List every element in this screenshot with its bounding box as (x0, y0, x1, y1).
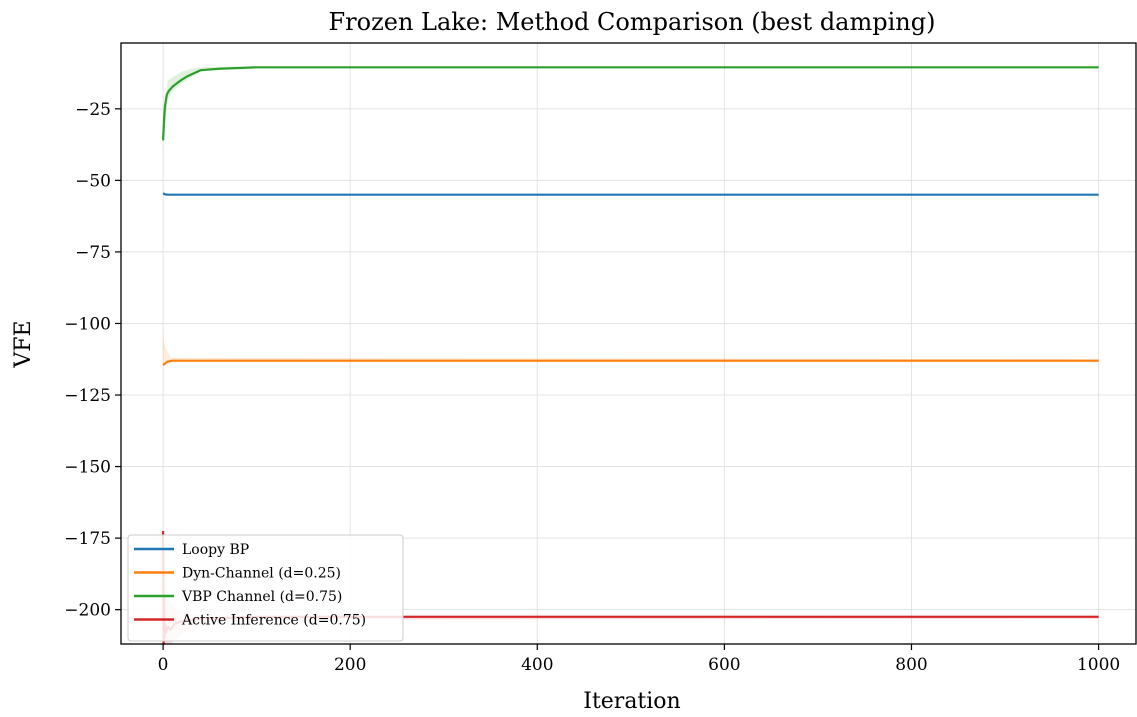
legend-label: Loopy BP (182, 542, 249, 558)
legend: Loopy BP Dyn-Channel (d=0.25) VBP Channel … (127, 534, 404, 642)
x-axis-ticks: 0 200 400 600 800 1000 (158, 644, 1120, 675)
series-line-2 (161, 66, 1099, 141)
x-axis-title: Iteration (583, 689, 680, 714)
y-tick-label: −175 (64, 529, 111, 549)
series-band-2 (163, 66, 1099, 147)
y-tick-label: −75 (75, 243, 111, 263)
x-tick-label: 0 (158, 655, 169, 675)
chart-title: Frozen Lake: Method Comparison (best dam… (329, 8, 936, 36)
legend-box (127, 534, 404, 642)
legend-label: Dyn-Channel (d=0.25) (182, 566, 341, 582)
grid (121, 43, 1136, 644)
series-band-1 (163, 334, 1099, 365)
y-axis-title: VFE (11, 320, 36, 368)
series-line-1 (162, 359, 1099, 366)
y-tick-label: −125 (64, 386, 111, 406)
y-tick-label: −25 (75, 100, 111, 120)
x-tick-label: 200 (334, 655, 366, 675)
x-tick-label: 400 (521, 655, 553, 675)
legend-label: Active Inference (d=0.75) (181, 613, 366, 629)
y-axis-ticks: −25 −50 −75 −100 −125 −150 −175 −200 (64, 100, 121, 621)
x-tick-label: 800 (895, 655, 927, 675)
y-tick-label: −200 (64, 601, 111, 621)
legend-label: VBP Channel (d=0.75) (181, 589, 342, 605)
plot-frame (120, 42, 1137, 645)
y-tick-label: −150 (64, 458, 111, 478)
y-tick-label: −100 (64, 314, 111, 334)
x-tick-label: 600 (708, 655, 740, 675)
series-line-0 (162, 192, 1099, 196)
y-tick-label: −50 (75, 171, 111, 191)
x-tick-label: 1000 (1077, 655, 1120, 675)
